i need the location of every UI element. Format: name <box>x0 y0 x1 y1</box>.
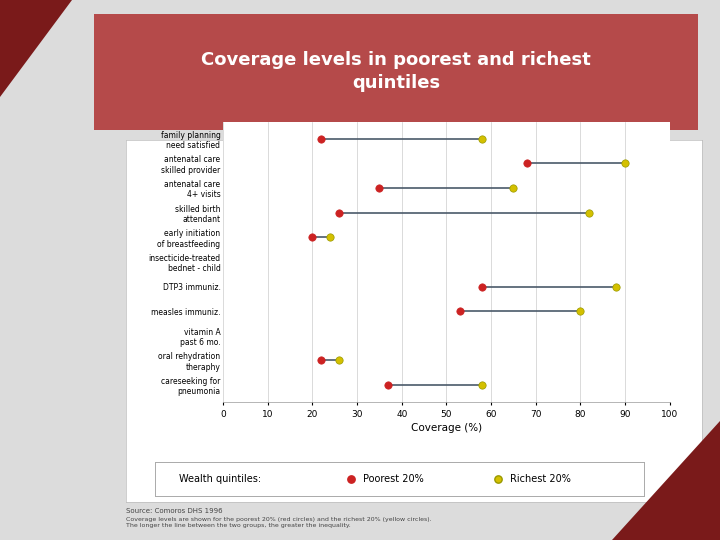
X-axis label: Coverage (%): Coverage (%) <box>411 423 482 433</box>
Point <box>619 159 631 168</box>
Point <box>477 282 488 291</box>
Text: Wealth quintiles:: Wealth quintiles: <box>179 474 261 484</box>
Point <box>315 134 327 143</box>
Point <box>325 233 336 241</box>
Text: Source: Comoros DHS 1996: Source: Comoros DHS 1996 <box>126 508 222 514</box>
Text: Coverage levels in poorest and richest
quintiles: Coverage levels in poorest and richest q… <box>201 51 591 92</box>
Text: Coverage levels are shown for the poorest 20% (red circles) and the richest 20% : Coverage levels are shown for the poores… <box>126 517 431 528</box>
Point <box>333 356 345 364</box>
Point <box>374 184 385 192</box>
Point <box>345 475 356 483</box>
Point <box>611 282 622 291</box>
Point <box>382 381 394 389</box>
Text: Poorest 20%: Poorest 20% <box>363 474 423 484</box>
Point <box>583 208 595 217</box>
Point <box>307 233 318 241</box>
Point <box>508 184 519 192</box>
Point <box>521 159 533 168</box>
Point <box>315 356 327 364</box>
Text: Richest 20%: Richest 20% <box>510 474 571 484</box>
Point <box>454 307 466 315</box>
Point <box>477 381 488 389</box>
Point <box>333 208 345 217</box>
Point <box>492 475 503 483</box>
Point <box>575 307 586 315</box>
Point <box>477 134 488 143</box>
